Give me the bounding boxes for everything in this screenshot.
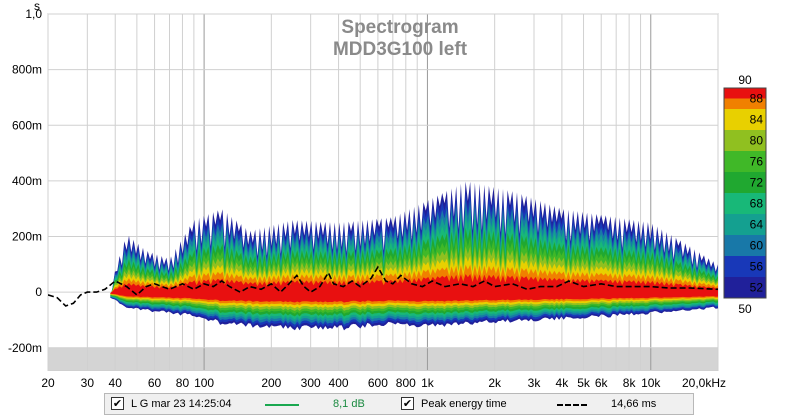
x-tick-label: 2k: [488, 376, 502, 390]
x-tick-label: 20,0kHz: [682, 376, 726, 390]
y-tick-label: 200m: [12, 230, 42, 244]
x-tick-labels: 20 30 40 60 80 100 200 300 400 600 800 1k 2k 3k 4k 5k 6k…: [41, 376, 726, 390]
x-tick-label: 10k: [641, 376, 661, 390]
x-tick-label: 60: [148, 376, 162, 390]
x-tick-label: 40: [109, 376, 123, 390]
colorbar-label: 68: [750, 197, 764, 211]
legend-bar: ✔ L G mar 23 14:25:04 8,1 dB ✔ Peak ener…: [104, 393, 694, 415]
peak-energy-label: Peak energy time: [421, 398, 507, 410]
colorbar-label: 84: [750, 113, 764, 127]
x-tick-label: 400: [329, 376, 349, 390]
x-tick-label: 200: [261, 376, 281, 390]
colorbar-label: 56: [750, 260, 764, 274]
colorbar-swatch: [724, 130, 766, 151]
colorbar-frame: [723, 87, 767, 299]
x-tick-label: 30: [81, 376, 95, 390]
peak-energy-checkbox[interactable]: ✔: [401, 397, 414, 410]
colorbar: 90 88 84 80 76 72 68 64 60 56 52 50: [723, 73, 767, 316]
colorbar-label: 76: [750, 155, 764, 169]
colorbar-swatch: [724, 277, 766, 298]
x-tick-label: 4k: [556, 376, 570, 390]
x-tick-label: 1k: [421, 376, 435, 390]
peak-energy-line-swatch: [557, 404, 587, 406]
x-tick-label: 3k: [528, 376, 542, 390]
x-tick-label: 600: [368, 376, 388, 390]
chart-subtitle: MDD3G100 left: [333, 39, 468, 60]
y-tick-label: 1,0: [25, 7, 42, 21]
colorbar-swatch: [724, 172, 766, 193]
x-tick-label: 5k: [577, 376, 591, 390]
y-tick-label: 0: [35, 285, 42, 299]
colorbar-swatch: [724, 88, 766, 99]
y-unit-label: s: [34, 0, 40, 13]
colorbar-label: 90: [738, 73, 752, 87]
colorbar-label: 88: [750, 92, 764, 106]
x-tick-label: 6k: [595, 376, 609, 390]
colorbar-label: 64: [750, 218, 764, 232]
trace-checkbox[interactable]: ✔: [111, 397, 124, 410]
trace-line-swatch: [265, 404, 299, 406]
peak-energy-time-line: [48, 265, 718, 307]
colorbar-label: 52: [750, 281, 764, 295]
trace-label: L G mar 23 14:25:04: [131, 398, 232, 410]
colorbar-label: 80: [750, 134, 764, 148]
colorbar-swatch: [724, 109, 766, 130]
y-tick-labels: 1,0 800m 600m 400m 200m 0 -200m: [8, 7, 42, 355]
x-tick-label: 100: [194, 376, 214, 390]
peak-energy-value: 14,66 ms: [611, 398, 657, 410]
y-tick-label: 600m: [12, 118, 42, 132]
x-tick-label: 800: [396, 376, 416, 390]
colorbar-swatch: [724, 98, 766, 109]
y-tick-label: 800m: [12, 63, 42, 77]
x-tick-label: 20: [41, 376, 55, 390]
x-tick-label: 80: [176, 376, 190, 390]
colorbar-label: 50: [738, 302, 752, 316]
y-tick-label: -200m: [8, 341, 42, 355]
colorbar-swatch: [724, 193, 766, 214]
colorbar-label: 60: [750, 239, 764, 253]
x-tick-label: 300: [301, 376, 321, 390]
colorbar-swatch: [724, 235, 766, 256]
colorbar-label: 72: [750, 176, 764, 190]
spectrogram-band: [110, 274, 718, 303]
chart-title: Spectrogram: [341, 17, 458, 38]
x-tick-label: 8k: [623, 376, 637, 390]
colorbar-swatch: [724, 151, 766, 172]
colorbar-swatch: [724, 214, 766, 235]
y-tick-label: 400m: [12, 174, 42, 188]
trace-value: 8,1 dB: [333, 398, 365, 410]
time-shade-below: [48, 347, 718, 370]
colorbar-swatch: [724, 256, 766, 277]
spectrogram-layer: [110, 181, 718, 331]
